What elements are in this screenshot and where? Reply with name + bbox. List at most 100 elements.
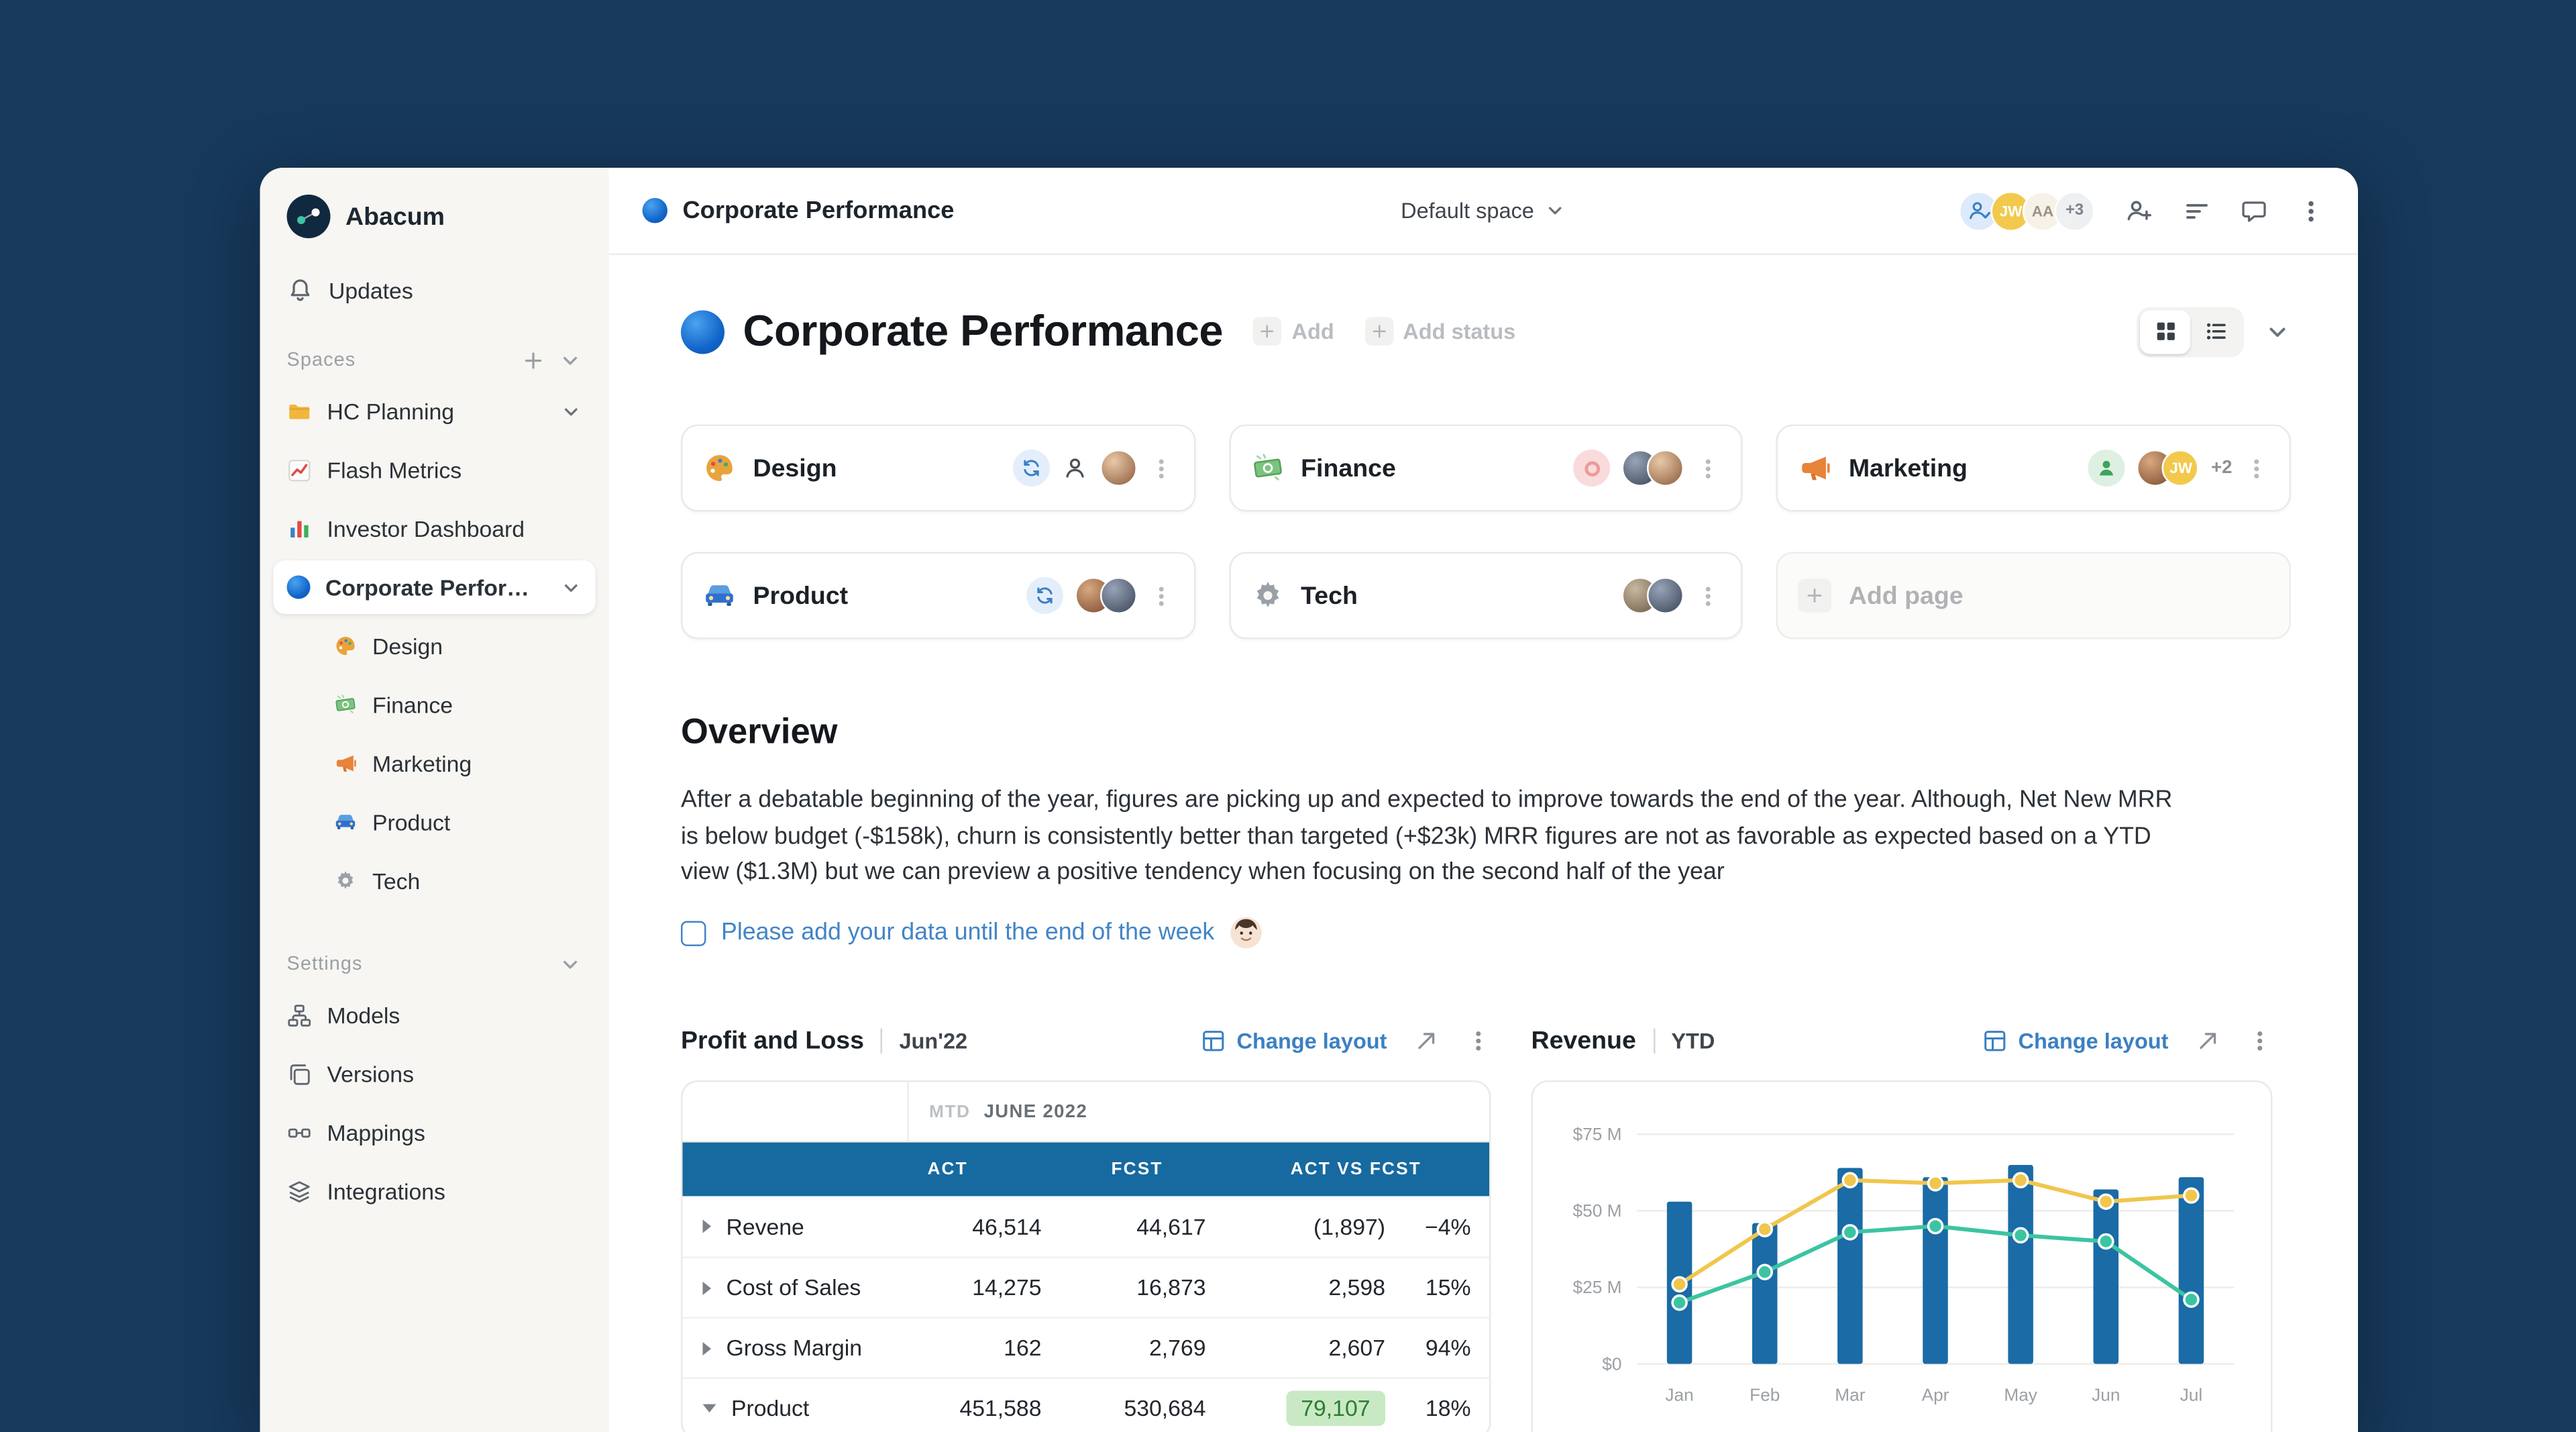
todo-label[interactable]: Please add your data until the end of th… <box>721 919 1215 947</box>
add-button[interactable]: Add <box>1253 317 1334 346</box>
sidebar-item-hc-planning[interactable]: HC Planning <box>274 385 596 438</box>
card-marketing[interactable]: Marketing JW +2 <box>1776 424 2291 512</box>
sidebar-item-versions[interactable]: Versions <box>274 1047 596 1101</box>
pnl-panel-header: Profit and Loss Jun'22 Change layout <box>681 1027 1491 1056</box>
bar-chart-icon <box>287 516 313 542</box>
money-icon <box>334 693 358 717</box>
divider <box>880 1028 883 1054</box>
car-icon <box>334 811 358 834</box>
expand-row-icon[interactable] <box>702 1219 711 1233</box>
layers-icon <box>287 1178 313 1204</box>
sidebar-item-mappings[interactable]: Mappings <box>274 1106 596 1160</box>
add-person-icon[interactable] <box>2125 197 2154 225</box>
change-layout-button[interactable]: Change layout <box>1201 1029 1387 1054</box>
collapse-row-icon[interactable] <box>702 1404 716 1413</box>
avatar-stack <box>1622 450 1684 487</box>
spaces-section-header: Spaces <box>274 344 596 378</box>
revenue-title: Revenue <box>1531 1027 1636 1056</box>
widget-menu-icon[interactable] <box>2247 1029 2273 1054</box>
comment-icon[interactable] <box>2241 197 2267 224</box>
spaces-label: Spaces <box>286 350 356 371</box>
sidebar-item-finance[interactable]: Finance <box>274 678 596 731</box>
sidebar-item-updates[interactable]: Updates <box>274 264 596 317</box>
chevron-down-icon[interactable] <box>560 400 582 422</box>
money-icon <box>1250 452 1284 485</box>
settings-label: Settings <box>286 954 363 975</box>
collapse-settings-icon[interactable] <box>559 953 582 976</box>
sidebar-item-tech[interactable]: Tech <box>274 854 596 908</box>
svg-text:Jan: Jan <box>1665 1385 1693 1405</box>
more-options-icon[interactable] <box>2298 197 2324 224</box>
card-menu-icon[interactable] <box>2244 456 2269 481</box>
card-tech[interactable]: Tech <box>1228 552 1743 640</box>
svg-text:$25 M: $25 M <box>1573 1277 1622 1297</box>
bell-icon <box>287 277 314 304</box>
card-menu-icon[interactable] <box>1148 456 1174 481</box>
avatar-aa: AA <box>2023 190 2063 231</box>
collapse-pages-icon[interactable] <box>2264 318 2291 345</box>
revenue-chart: $0 $25 M $50 M $75 M Jan Feb Mar Apr May Jun Jul <box>1573 1124 2234 1405</box>
sidebar-item-marketing[interactable]: Marketing <box>274 737 596 790</box>
change-layout-button[interactable]: Change layout <box>1983 1029 2169 1054</box>
add-status-button[interactable]: Add status <box>1364 317 1515 346</box>
expand-row-icon[interactable] <box>702 1341 711 1355</box>
card-finance[interactable]: Finance <box>1228 424 1743 512</box>
todo-checkbox[interactable] <box>681 920 706 945</box>
revenue-panel: Revenue YTD Change layout <box>1531 1027 2273 1432</box>
collapse-spaces-icon[interactable] <box>559 349 582 372</box>
card-menu-icon[interactable] <box>1696 583 1721 609</box>
widget-menu-icon[interactable] <box>1466 1029 1491 1054</box>
pnl-table-period-header: MTD JUNE 2022 <box>682 1082 1489 1143</box>
sidebar-item-investor-dashboard[interactable]: Investor Dashboard <box>274 502 596 556</box>
assigned-person-icon <box>2088 450 2126 487</box>
card-design[interactable]: Design <box>681 424 1195 512</box>
card-add-page[interactable]: Add page <box>1776 552 2291 640</box>
expand-row-icon[interactable] <box>702 1280 711 1294</box>
variance-highlight: 79,107 <box>1285 1390 1385 1427</box>
abacum-logo-icon <box>287 195 331 238</box>
space-selector[interactable]: Default space <box>1401 198 1566 223</box>
sidebar-item-product[interactable]: Product <box>274 795 596 849</box>
viewer-avatars[interactable]: JW AA +3 <box>1959 190 2095 231</box>
expand-icon[interactable] <box>1414 1029 1440 1054</box>
svg-text:$50 M: $50 M <box>1573 1200 1622 1221</box>
sidebar: Abacum Updates Spaces HC Planning Flash … <box>260 168 609 1432</box>
table-row-gross-margin[interactable]: Gross Margin 162 2,769 2,607 94% <box>682 1317 1489 1378</box>
add-space-icon[interactable] <box>522 349 545 372</box>
palette-icon <box>703 452 737 485</box>
gear-icon <box>1250 579 1284 613</box>
sidebar-item-flash-metrics[interactable]: Flash Metrics <box>274 443 596 497</box>
svg-text:Jun: Jun <box>2092 1385 2120 1405</box>
topbar: Corporate Performance Default space JW A… <box>608 168 2358 255</box>
card-menu-icon[interactable] <box>1696 456 1721 481</box>
avatar <box>1099 450 1137 487</box>
chevron-down-icon[interactable] <box>560 576 582 599</box>
avatar-overflow-count: +2 <box>2211 458 2233 478</box>
overview-paragraph: After a debatable beginning of the year,… <box>681 786 2173 886</box>
sidebar-item-integrations[interactable]: Integrations <box>274 1164 596 1218</box>
palette-icon <box>334 634 358 658</box>
card-product[interactable]: Product <box>681 552 1195 640</box>
expand-icon[interactable] <box>2196 1029 2221 1054</box>
blue-sphere-icon <box>642 198 667 223</box>
grid-view-button[interactable] <box>2140 309 2190 354</box>
main-area: Corporate Performance Default space JW A… <box>608 168 2358 1432</box>
widgets-row: Profit and Loss Jun'22 Change layout <box>681 1027 2291 1432</box>
filter-icon[interactable] <box>2184 197 2210 224</box>
sidebar-item-corporate-performance[interactable]: Corporate Perform... <box>273 560 596 614</box>
table-row-cost-of-sales[interactable]: Cost of Sales 14,275 16,873 2,598 15% <box>682 1256 1489 1317</box>
column-act: ACT <box>927 1159 968 1180</box>
sidebar-item-models[interactable]: Models <box>274 988 596 1042</box>
divider <box>1652 1028 1655 1054</box>
org-chart-icon <box>287 1003 313 1028</box>
table-row-revenue[interactable]: Revene 46,514 44,617 (1,897) −4% <box>683 1196 1490 1257</box>
list-view-button[interactable] <box>2190 309 2241 353</box>
plus-icon <box>1253 317 1282 346</box>
sidebar-item-design[interactable]: Design <box>274 619 596 673</box>
list-view-icon <box>2203 319 2229 344</box>
memoji-avatar <box>1230 916 1263 950</box>
avatar-stack <box>1074 577 1137 614</box>
table-row-product[interactable]: Product 451,588 530,684 79,107 18% <box>682 1377 1489 1432</box>
card-menu-icon[interactable] <box>1148 583 1174 609</box>
megaphone-icon <box>1799 452 1832 485</box>
